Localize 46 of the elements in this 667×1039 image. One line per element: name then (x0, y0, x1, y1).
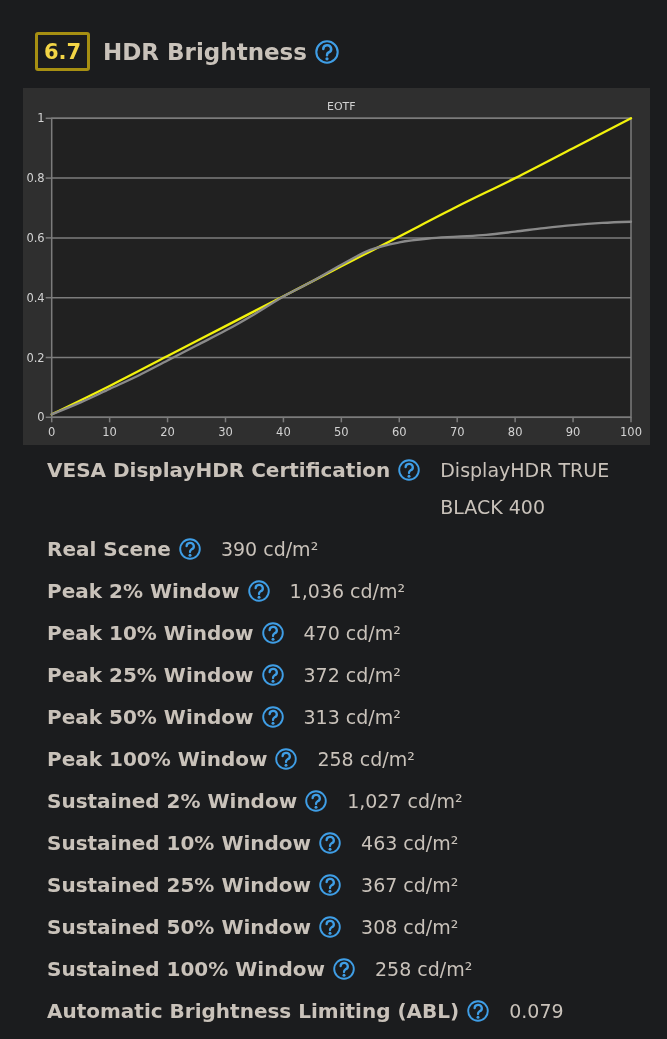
x-tick-label: 10 (102, 425, 117, 440)
x-tick-label: 20 (160, 425, 175, 440)
text: 1,027 cd/m² (347, 788, 463, 814)
text: Sustained 10% Window (47, 829, 312, 856)
text: Sustained 50% Window (47, 913, 312, 940)
text: Peak 10% Window (47, 619, 254, 646)
text: Peak 25% Window (47, 661, 254, 688)
y-tick-label: 0.6 (26, 230, 45, 245)
text: 0.079 (509, 998, 564, 1024)
text: DisplayHDR TRUE BLACK 400 (440, 457, 610, 520)
text: Automatic Brightness Limiting (ABL) (47, 997, 460, 1024)
y-tick-label: 1 (37, 111, 45, 126)
x-tick-label: 60 (391, 425, 407, 440)
text: Peak 100% Window (47, 745, 268, 772)
text: HDR Brightness (103, 37, 308, 66)
text: 470 cd/m² (303, 620, 401, 646)
y-tick-label: 0 (37, 410, 45, 425)
x-tick-label: 50 (334, 425, 349, 440)
x-tick-label: 80 (507, 425, 523, 440)
text: VESA DisplayHDR Certification (47, 456, 391, 483)
x-tick-label: 30 (218, 425, 233, 440)
text: Sustained 25% Window (47, 871, 312, 898)
text: Real Scene (47, 535, 171, 562)
y-tick-label: 0.2 (26, 350, 45, 365)
text: Peak 50% Window (47, 703, 254, 730)
y-tick-label: 0.4 (26, 290, 45, 305)
text: 463 cd/m² (361, 830, 459, 856)
chart-title: EOTF (327, 100, 356, 114)
text: 367 cd/m² (361, 872, 459, 898)
x-tick-label: 40 (276, 425, 291, 440)
y-tick-label: 0.8 (26, 171, 45, 186)
text: 390 cd/m² (220, 536, 319, 562)
text: 1,036 cd/m² (289, 578, 406, 604)
text: 372 cd/m² (303, 662, 401, 688)
text: 258 cd/m² (317, 746, 415, 772)
text: 313 cd/m² (303, 704, 401, 730)
text: Sustained 100% Window (47, 955, 325, 982)
text: 258 cd/m² (374, 956, 473, 982)
text: Sustained 2% Window (47, 787, 298, 814)
x-tick-label: 90 (565, 425, 581, 440)
x-tick-label: 0 (48, 425, 56, 440)
text: Peak 2% Window (47, 577, 240, 604)
x-tick-label: 100 (620, 425, 642, 440)
x-tick-label: 70 (449, 425, 465, 440)
text: 308 cd/m² (361, 914, 459, 940)
text: 6.7 (43, 39, 82, 64)
